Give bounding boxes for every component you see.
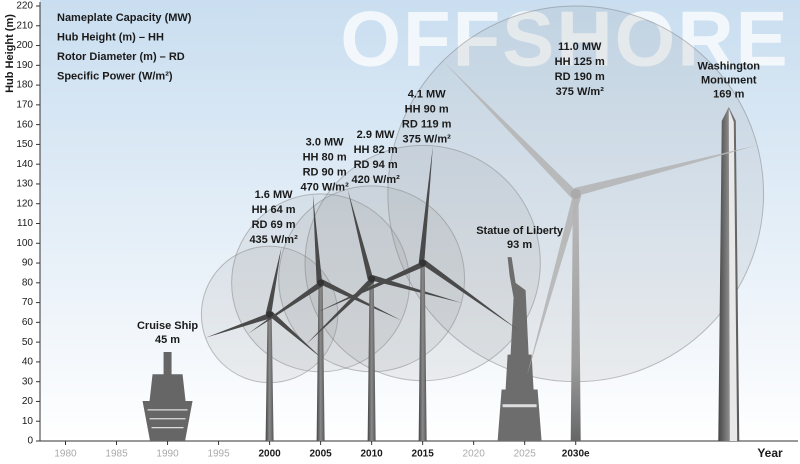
- turbine-label: HH 125 m: [555, 56, 605, 68]
- y-tick-label: 180: [16, 80, 33, 91]
- hub: [419, 259, 427, 267]
- turbine-label: HH 82 m: [354, 144, 398, 156]
- y-tick-label: 130: [16, 179, 33, 190]
- legend-line: Nameplate Capacity (MW): [57, 12, 192, 24]
- y-tick-label: 150: [16, 139, 33, 150]
- blade: [247, 281, 323, 334]
- statue: [497, 257, 542, 441]
- turbine-label: RD 190 m: [555, 71, 605, 83]
- reference-height: 45 m: [155, 334, 180, 346]
- blade: [205, 312, 271, 338]
- statue-band: [502, 404, 537, 408]
- hub: [266, 310, 274, 318]
- turbine-label: 435 W/m²: [249, 234, 298, 246]
- y-tick-label: 160: [16, 119, 33, 130]
- legend-line: Specific Power (W/m²): [57, 70, 173, 82]
- y-tick-label: 190: [16, 60, 33, 71]
- y-tick-label: 200: [16, 40, 33, 51]
- turbine-label: 4.1 MW: [408, 88, 447, 100]
- hub: [368, 275, 376, 283]
- blade: [347, 189, 374, 280]
- obelisk-highlight: [728, 108, 738, 441]
- reference-name: Cruise Ship: [137, 320, 198, 332]
- turbine-label: HH 64 m: [252, 204, 296, 216]
- y-tick-label: 0: [27, 436, 33, 447]
- blade: [418, 145, 433, 264]
- blade: [442, 61, 578, 199]
- turbine-label: 375 W/m²: [556, 86, 605, 98]
- y-tick-label: 30: [22, 376, 34, 387]
- blade: [319, 279, 402, 321]
- hub: [570, 188, 581, 199]
- x-tick-label: 2010: [361, 449, 384, 460]
- y-tick-label: 80: [22, 277, 34, 288]
- y-tick-label: 170: [16, 100, 33, 111]
- turbine-label: RD 90 m: [303, 167, 347, 179]
- y-tick-label: 90: [22, 258, 34, 269]
- blade: [371, 274, 462, 303]
- x-tick-label: 1980: [54, 449, 77, 460]
- x-tick-label: 1995: [207, 449, 230, 460]
- y-tick-label: 140: [16, 159, 33, 170]
- turbine-label: HH 90 m: [405, 103, 449, 115]
- turbine-label: RD 94 m: [354, 159, 398, 171]
- turbine-label: RD 119 m: [402, 118, 452, 130]
- x-tick-label: 2005: [309, 449, 332, 460]
- turbine-label: 375 W/m²: [403, 133, 452, 145]
- tower: [367, 278, 376, 441]
- x-tick-label: 1985: [105, 449, 128, 460]
- y-tick-label: 100: [16, 238, 33, 249]
- y-tick-label: 40: [22, 357, 34, 368]
- x-tick-label: 2030e: [562, 449, 590, 460]
- reference-name: Statue of Liberty: [476, 225, 564, 237]
- x-tick-label: 1990: [156, 449, 179, 460]
- turbine-label: 470 W/m²: [300, 182, 349, 194]
- tower: [418, 263, 427, 441]
- y-tick-label: 20: [22, 396, 34, 407]
- reference-height: 93 m: [507, 239, 532, 251]
- blade: [421, 259, 520, 331]
- tower: [570, 193, 581, 441]
- turbine-label: 1.6 MW: [255, 189, 294, 201]
- y-tick-label: 10: [22, 416, 34, 427]
- legend-line: Hub Height (m) – HH: [57, 31, 164, 43]
- x-tick-label: 2000: [258, 449, 281, 460]
- tower: [265, 314, 274, 441]
- main-layer: [142, 61, 758, 441]
- y-tick-label: 60: [22, 317, 34, 328]
- y-tick-label: 50: [22, 337, 34, 348]
- y-axis-title: Hub Height (m): [4, 14, 16, 93]
- reference-height: 169 m: [713, 89, 744, 101]
- x-axis-title: Year: [757, 446, 783, 460]
- reference-name: Monument: [701, 75, 757, 87]
- legend-line: Rotor Diameter (m) – RD: [57, 51, 185, 63]
- blade: [312, 194, 323, 284]
- blade: [527, 193, 582, 376]
- y-tick-label: 210: [16, 20, 33, 31]
- text-layer: 0 10 20 30 40 50 60 70 80 90 100 110 120 130 140 150 160…: [4, 1, 783, 461]
- turbine-label: HH 80 m: [303, 152, 347, 164]
- y-tick-label: 110: [17, 218, 33, 229]
- turbine-label: 3.0 MW: [306, 137, 345, 149]
- turbine-label: RD 69 m: [252, 219, 296, 231]
- blade: [265, 247, 282, 315]
- turbine-label: 11.0 MW: [558, 41, 602, 53]
- y-tick-label: 120: [16, 198, 33, 209]
- turbine-label: 2.9 MW: [357, 129, 396, 141]
- blade: [316, 261, 425, 313]
- hub: [317, 279, 325, 287]
- y-tick-label: 220: [16, 1, 33, 12]
- watermark: OFFSHORE: [340, 0, 789, 83]
- x-tick-label: 2020: [463, 449, 486, 460]
- turbine-label: 420 W/m²: [351, 174, 400, 186]
- x-tick-label: 2015: [412, 449, 435, 460]
- blade: [268, 311, 322, 359]
- x-tick-label: 2025: [514, 449, 537, 460]
- reference-name: Washington: [698, 61, 761, 73]
- blade: [574, 145, 758, 197]
- tower: [316, 282, 325, 441]
- y-tick-label: 70: [22, 297, 34, 308]
